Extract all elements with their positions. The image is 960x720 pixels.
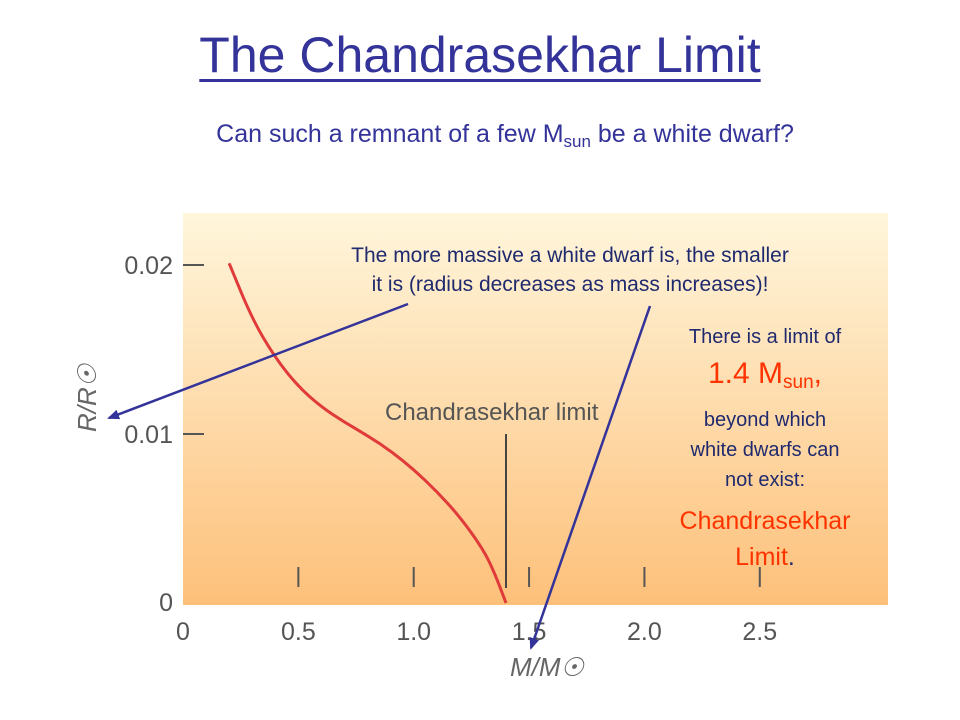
limit-note: There is a limit of 1.4 Msun, beyond whi… (640, 322, 890, 575)
y-tick-label: 0.02 (124, 252, 173, 280)
slide-subtitle: Can such a remnant of a few Msun be a wh… (0, 120, 960, 152)
radius-mass-note: The more massive a white dwarf is, the s… (270, 241, 870, 299)
subtitle-end: be a white dwarf? (590, 120, 794, 148)
subtitle-text: Can such a remnant of a few M (216, 120, 564, 148)
x-tick-label: 2.5 (742, 618, 777, 646)
limit-value: 1.4 Msun, (640, 352, 890, 405)
limit-name-line-1: Chandrasekhar (679, 507, 851, 535)
limit-value-subscript: sun (783, 372, 814, 393)
limit-value-number: 1.4 M (707, 357, 784, 390)
mass-radius-curve (227, 262, 508, 604)
arrow-to-radius-axis (107, 302, 409, 420)
x-tick-label: 0.5 (281, 618, 316, 646)
x-tick-label: 2.0 (627, 618, 662, 646)
limit-value-comma: , (813, 357, 822, 390)
slide-title: The Chandrasekhar Limit (199, 27, 761, 83)
plot-background (183, 213, 888, 605)
y-axis-label: R/R☉ (72, 362, 102, 432)
y-tick-label: 0 (159, 589, 173, 617)
limit-name-line-2: Limit. (640, 539, 890, 575)
note-right-line-3: white dwarfs can (690, 439, 840, 461)
note-right-line-1: There is a limit of (688, 326, 842, 348)
limit-name: Chandrasekhar Limit. (640, 503, 890, 575)
chandrasekhar-limit-label: Chandrasekhar limit (385, 399, 599, 426)
x-tick-label: 0 (176, 618, 190, 646)
arrow-to-mass-axis (529, 305, 652, 650)
subtitle-subscript: sun (563, 132, 591, 151)
note-right-line-4: not exist: (724, 469, 806, 491)
note-top-line-2: it is (radius decreases as mass increase… (371, 273, 769, 296)
x-tick-label: 1.0 (396, 618, 431, 646)
limit-name-word: Limit (735, 543, 788, 571)
y-tick-label: 0.01 (124, 421, 173, 449)
limit-name-period: . (787, 543, 795, 571)
note-right-line-2: beyond which (703, 409, 827, 431)
note-top-line-1: The more massive a white dwarf is, the s… (351, 244, 789, 267)
x-axis-label: M/M☉ (510, 652, 586, 682)
